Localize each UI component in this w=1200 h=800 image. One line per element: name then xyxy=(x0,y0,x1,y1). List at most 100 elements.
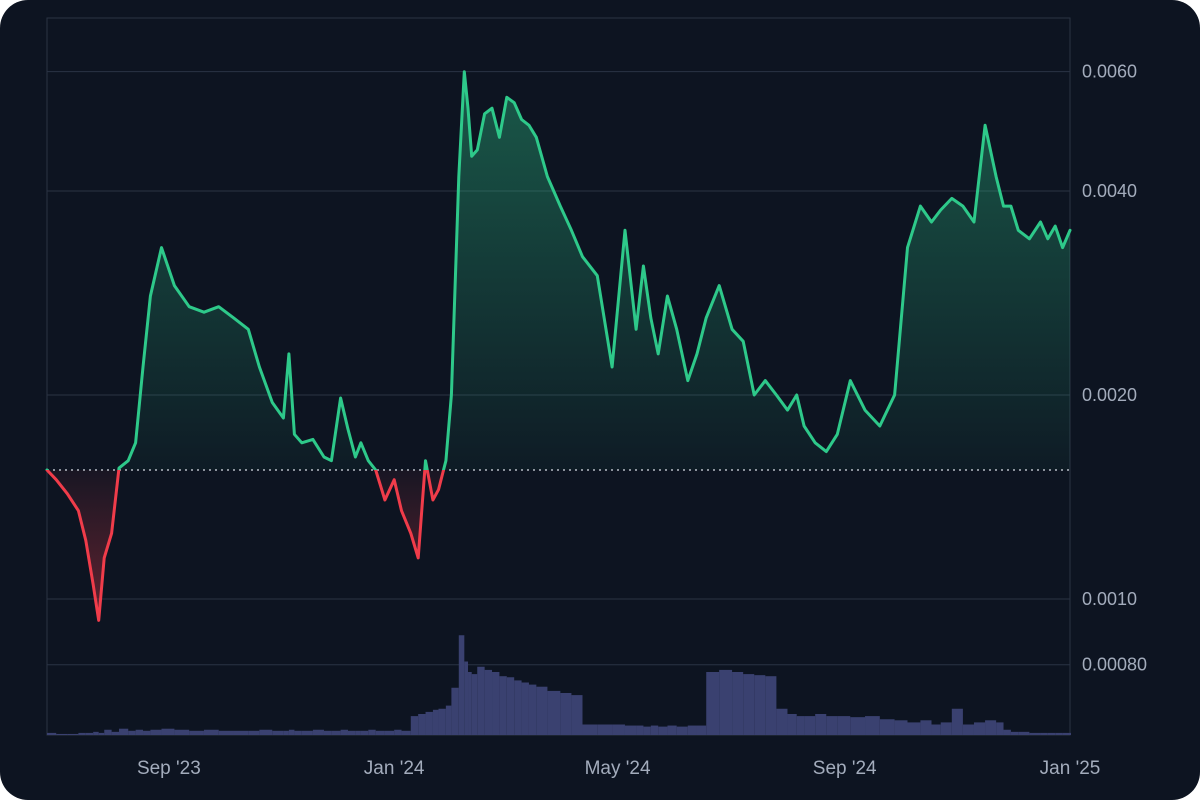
volume-bar xyxy=(468,672,472,735)
volume-bar xyxy=(135,729,144,735)
x-tick-label: May '24 xyxy=(585,758,651,779)
volume-bar xyxy=(696,725,707,735)
volume-bar xyxy=(1040,732,1048,735)
volume-bar xyxy=(985,720,997,735)
volume-bar xyxy=(506,677,515,735)
y-tick-label: 0.0040 xyxy=(1082,181,1137,201)
volume-bar xyxy=(464,661,469,735)
volume-bar xyxy=(492,672,500,735)
volume-bar xyxy=(189,730,204,735)
volume-bar xyxy=(732,672,744,735)
volume-bar xyxy=(1055,732,1063,735)
y-tick-label: 0.0020 xyxy=(1082,385,1137,405)
volume-bar xyxy=(432,709,439,735)
volume-bar xyxy=(418,714,426,735)
volume-bar xyxy=(743,674,755,735)
volume-bar xyxy=(1062,732,1070,735)
volume-bar xyxy=(962,724,974,735)
volume-bar xyxy=(78,732,86,735)
volume-bar xyxy=(323,730,332,735)
volume-bar xyxy=(865,716,880,735)
volume-bar xyxy=(547,690,561,735)
volume-bar xyxy=(1070,732,1071,735)
volume-bar xyxy=(143,730,151,735)
volume-bar xyxy=(815,714,827,735)
price-lines xyxy=(45,70,1072,622)
volume-bar xyxy=(658,726,668,735)
price-line-above xyxy=(45,70,1072,471)
price-areas xyxy=(47,71,1070,621)
volume-bar xyxy=(288,729,295,735)
volume-bar xyxy=(128,730,136,735)
volume-bar xyxy=(394,729,402,735)
volume-bar xyxy=(347,730,356,735)
volume-bar xyxy=(837,716,851,735)
volume-bar xyxy=(931,724,941,735)
volume-bar xyxy=(384,730,395,735)
volume-bar xyxy=(560,693,572,735)
volume-bar xyxy=(920,720,932,735)
volume-bar xyxy=(368,729,376,735)
volume-bar xyxy=(879,719,895,735)
volume-bar xyxy=(375,730,385,735)
volume-bar xyxy=(218,730,234,735)
y-tick-label: 0.0010 xyxy=(1082,589,1137,609)
volume-bar xyxy=(826,716,838,735)
volume-bar xyxy=(650,725,659,735)
volume-bar xyxy=(272,730,284,735)
volume-bar xyxy=(85,732,94,735)
volume-bar xyxy=(636,725,644,735)
area-below-baseline xyxy=(47,470,444,621)
volume-bar xyxy=(47,732,57,735)
volume-bar xyxy=(174,729,190,735)
volume-bar xyxy=(119,728,129,735)
volume-bar xyxy=(894,720,908,735)
volume-bar xyxy=(667,725,677,735)
volume-bar xyxy=(719,669,733,735)
volume-bars xyxy=(47,635,1071,735)
volume-bar xyxy=(643,726,651,735)
volume-bar xyxy=(996,722,1004,735)
volume-bar xyxy=(283,730,289,735)
volume-bar xyxy=(410,716,419,735)
volume-bar xyxy=(425,711,433,735)
volume-bar xyxy=(484,669,493,735)
volume-bar xyxy=(754,675,766,735)
x-tick-label: Sep '23 xyxy=(137,758,201,779)
volume-bar xyxy=(536,686,548,735)
volume-bar xyxy=(765,676,777,735)
y-axis-ticks: 0.0060 0.0040 0.0020 0.0010 0.00080 xyxy=(1082,62,1147,675)
volume-bar xyxy=(477,666,485,735)
volume-bar xyxy=(301,730,313,735)
x-tick-label: Sep '24 xyxy=(813,758,877,779)
volume-bar xyxy=(804,716,816,735)
volume-bar xyxy=(294,730,302,735)
volume-bar xyxy=(233,730,249,735)
volume-bar xyxy=(451,687,459,735)
volume-bar xyxy=(355,730,361,735)
volume-bar xyxy=(1010,731,1019,735)
volume-bar xyxy=(907,722,921,735)
volume-bar xyxy=(612,724,625,735)
volume-bar xyxy=(401,730,411,735)
x-tick-label: Jan '24 xyxy=(364,758,425,779)
volume-bar xyxy=(1003,729,1011,735)
volume-bar xyxy=(624,725,637,735)
volume-bar xyxy=(312,729,324,735)
volume-bar xyxy=(98,732,105,735)
volume-bar xyxy=(471,674,478,735)
volume-bar xyxy=(111,731,120,735)
volume-bar xyxy=(521,682,529,735)
x-axis-ticks: Sep '23 Jan '24 May '24 Sep '24 Jan '25 xyxy=(137,758,1100,779)
volume-bar xyxy=(1047,732,1056,735)
volume-bar xyxy=(93,731,99,735)
volume-bar xyxy=(973,722,986,735)
volume-bar xyxy=(259,729,273,735)
volume-bar xyxy=(360,730,369,735)
volume-bar xyxy=(340,729,348,735)
volume-bar xyxy=(1029,732,1041,735)
volume-bar xyxy=(150,729,162,735)
volume-bar xyxy=(687,725,697,735)
